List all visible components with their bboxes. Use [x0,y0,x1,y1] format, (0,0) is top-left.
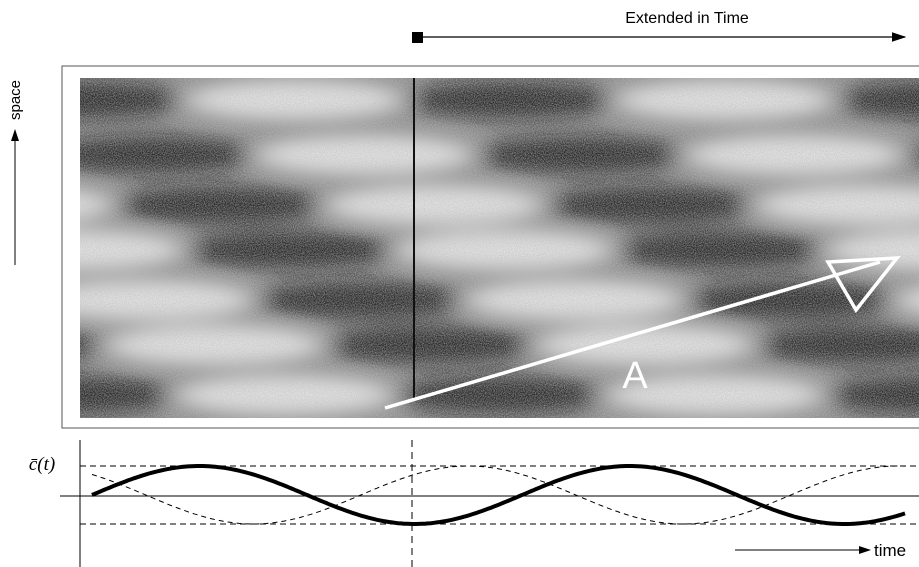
wave-arrow [384,260,881,410]
image-frame [61,65,919,429]
space-label: space [7,80,24,120]
title: Extended in Time [625,10,749,27]
x-axis-label: time [874,541,906,560]
start-marker [412,32,423,43]
y-axis-label: c̄(t) [29,454,55,475]
arrow-head [825,256,901,314]
reference-curve [91,465,906,525]
spacetime-image [80,78,919,418]
annotation: A [622,355,648,397]
signal-curve [91,464,906,526]
